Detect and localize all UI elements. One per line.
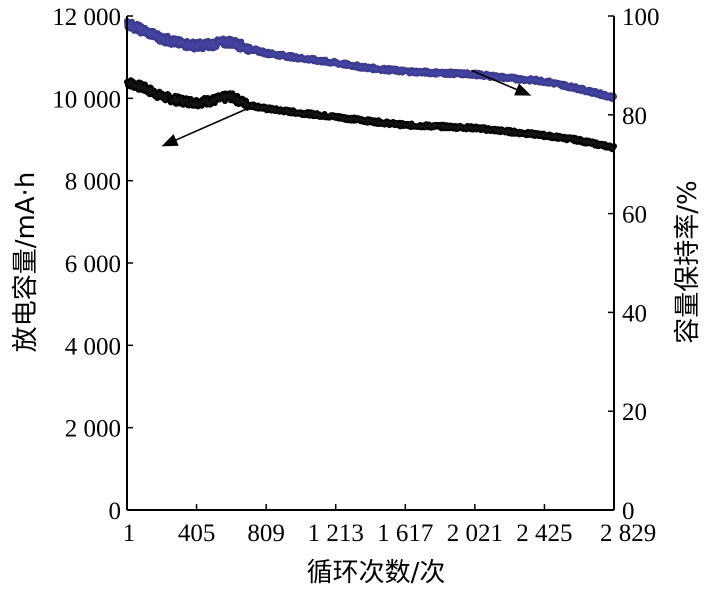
y-right-tick-label: 20 bbox=[622, 399, 647, 426]
x-tick-label: 2 829 bbox=[600, 520, 656, 547]
series-line-discharge-capacity bbox=[124, 77, 617, 153]
series-line-detail bbox=[126, 78, 615, 152]
annotations bbox=[161, 69, 532, 147]
x-tick-label: 405 bbox=[178, 520, 216, 547]
y-left-tick-label: 4 000 bbox=[65, 333, 121, 360]
y-left-tick-label: 12 000 bbox=[52, 4, 121, 31]
x-tick-label: 2 425 bbox=[516, 520, 572, 547]
x-tick-label: 1 617 bbox=[377, 520, 433, 547]
x-tick-label: 809 bbox=[247, 520, 285, 547]
y-right-tick-label: 40 bbox=[622, 300, 647, 327]
y-right-axis-title: 容量保持率/% bbox=[673, 180, 703, 343]
y-right-tick-label: 80 bbox=[622, 103, 647, 130]
x-tick-label: 1 213 bbox=[308, 520, 364, 547]
annotation-arrow bbox=[470, 69, 532, 96]
y-left-tick-label: 0 bbox=[109, 498, 122, 525]
y-left-tick-label: 6 000 bbox=[65, 251, 121, 278]
y-left-tick-label: 2 000 bbox=[65, 416, 121, 443]
axes bbox=[126, 16, 615, 511]
y-left-tick-label: 10 000 bbox=[52, 86, 121, 113]
x-tick-label: 1 bbox=[123, 520, 136, 547]
x-axis-title: 循环次数/次 bbox=[307, 558, 446, 588]
y-right-tick-label: 60 bbox=[622, 202, 647, 229]
x-tick-label: 2 021 bbox=[447, 520, 503, 547]
y-left-tick-label: 8 000 bbox=[65, 169, 121, 196]
annotation-arrow bbox=[161, 107, 248, 147]
series-line-detail bbox=[126, 20, 615, 101]
plot-lines bbox=[124, 17, 617, 153]
y-left-axis-title: 放电容量/mA·h bbox=[11, 172, 41, 353]
y-right-tick-label: 0 bbox=[622, 498, 635, 525]
y-right-tick-label: 100 bbox=[622, 4, 660, 31]
series-line-capacity-retention bbox=[124, 17, 617, 102]
